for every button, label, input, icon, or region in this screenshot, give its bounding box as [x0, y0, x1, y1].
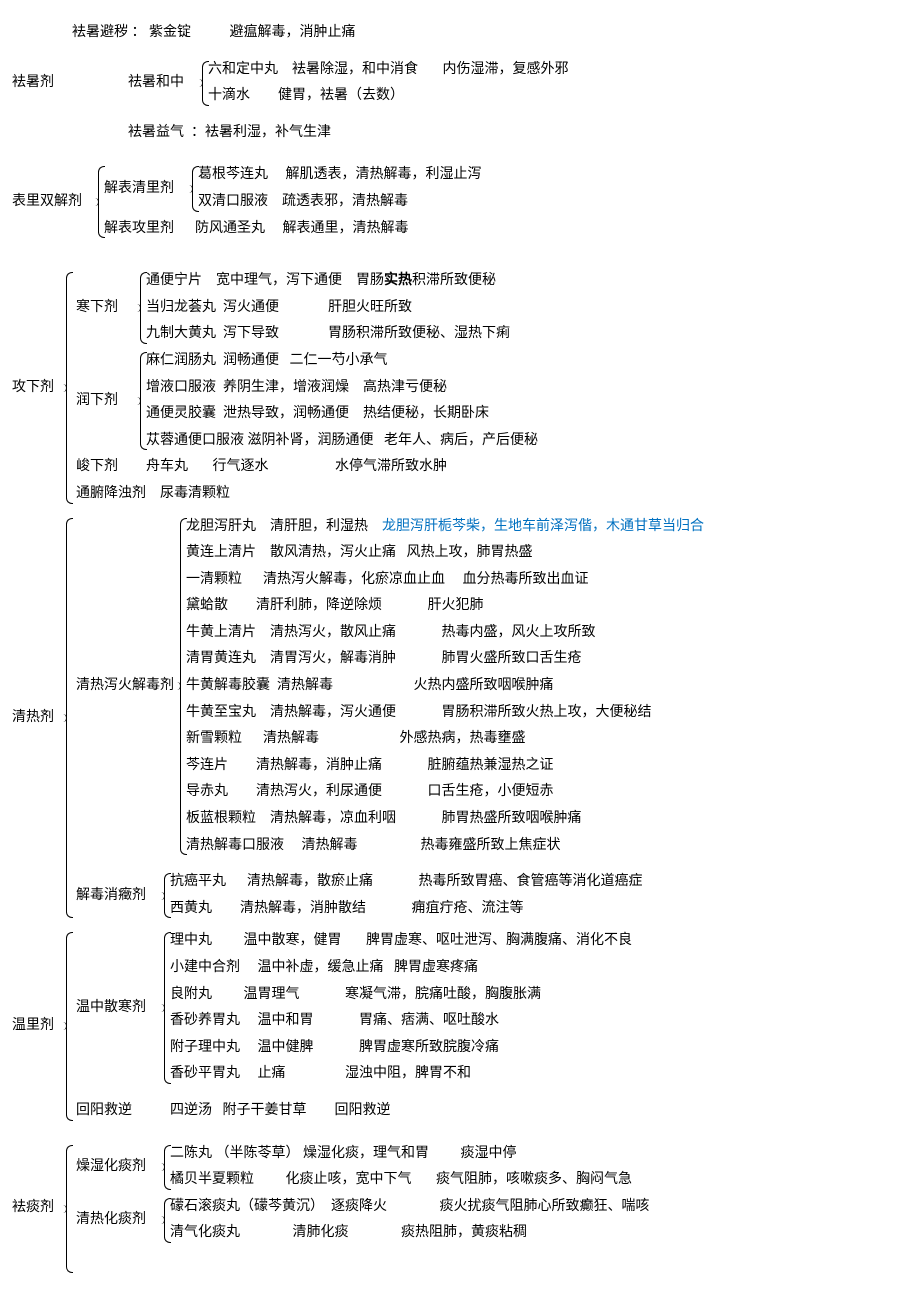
- row-yiqi: 袪暑益气 ：袪暑利湿，补气生津: [128, 120, 569, 147]
- row-huiyang: 回阳救逆四逆汤 附子干姜甘草 回阳救逆: [76, 1098, 632, 1125]
- row-qingretan: 清热化痰剂 礞石滚痰丸（礞芩黄沉） 逐痰降火 痰火扰痰气阻肺心所致癫狂、喘咳 清…: [76, 1194, 650, 1247]
- cat-qushu: 袪暑剂: [12, 20, 72, 146]
- row-sanhan: 温中散寒剂 理中丸 温中散寒，健胃 脾胃虚寒、呕吐泄泻、胸满腹痛、消化不良 小建…: [76, 928, 632, 1088]
- row-qingli: 解表清里剂 葛根芩连丸 解肌透表，清热解毒，利湿止泻 双清口服液 疏透表邪，清热…: [104, 162, 482, 215]
- row-bi: 袪暑避秽 ： 紫金锭 避瘟解毒，消肿止痛: [72, 20, 569, 47]
- row-xiehuo: 清热泻火解毒剂 龙胆泻肝丸 清肝胆，利湿热 龙胆泻肝栀芩柴，生地车前泽泻偕，木通…: [76, 514, 704, 860]
- section-qushu: 袪暑剂 袪暑避秽 ： 紫金锭 避瘟解毒，消肿止痛 祛暑和中 六和定中丸 袪暑除湿…: [12, 20, 908, 146]
- row-tongfu: 通腑降浊剂尿毒清颗粒: [76, 481, 538, 508]
- section-biaoli: 表里双解剂 解表清里剂 葛根芩连丸 解肌透表，清热解毒，利湿止泻 双清口服液 疏…: [12, 162, 908, 242]
- row-hanxia: 寒下剂 通便宁片 宽中理气，泻下通便 胃肠实热积滞所致便秘 当归龙荟丸 泻火通便…: [76, 268, 538, 348]
- brace-icon: [198, 57, 208, 110]
- section-qingre: 清热剂 清热泻火解毒剂 龙胆泻肝丸 清肝胆，利湿热 龙胆泻肝栀芩柴，生地车前泽泻…: [12, 514, 908, 923]
- section-qutan: 袪痰剂 燥湿化痰剂 二陈丸 （半陈苓草） 燥湿化痰，理气和胃 痰湿中停 橘贝半夏…: [12, 1141, 908, 1277]
- row-gongli: 解表攻里剂 防风通圣丸 解表通里，清热解毒: [104, 216, 482, 243]
- row-junxia: 峻下剂舟车丸 行气逐水 水停气滞所致水肿: [76, 454, 538, 481]
- row-hezhong: 祛暑和中 六和定中丸 袪暑除湿，和中消食 内伤湿滞，复感外邪 十滴水 健胃，袪暑…: [128, 57, 569, 110]
- row-jiedu: 解毒消癥剂 抗癌平丸 清热解毒，散瘀止痛 热毒所致胃癌、食管癌等消化道癌症 西黄…: [76, 869, 704, 922]
- section-wenli: 温里剂 温中散寒剂 理中丸 温中散寒，健胃 脾胃虚寒、呕吐泄泻、胸满腹痛、消化不…: [12, 928, 908, 1124]
- section-gongxia: 攻下剂 寒下剂 通便宁片 宽中理气，泻下通便 胃肠实热积滞所致便秘 当归龙荟丸 …: [12, 268, 908, 507]
- row-runxia: 润下剂 麻仁润肠丸 润畅通便 二仁一芍小承气 增液口服液 养阴生津，增液润燥 高…: [76, 348, 538, 454]
- row-zaoshi: 燥湿化痰剂 二陈丸 （半陈苓草） 燥湿化痰，理气和胃 痰湿中停 橘贝半夏颗粒 化…: [76, 1141, 650, 1194]
